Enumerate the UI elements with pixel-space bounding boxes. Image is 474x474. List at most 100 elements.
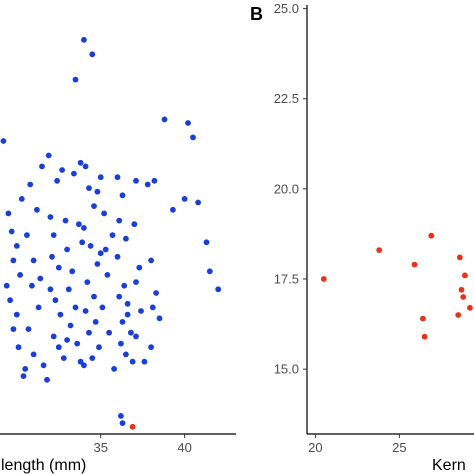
- panel-a-point: [81, 36, 87, 43]
- panel-b-label: B: [250, 4, 263, 24]
- panel-a-point: [119, 192, 126, 199]
- panel-a-point: [118, 413, 124, 419]
- panel-a-x-axis-title: length (mm): [1, 457, 86, 474]
- panel-a-point: [30, 257, 37, 264]
- panel-a-point: [54, 177, 60, 184]
- panel-a-point: [119, 319, 126, 325]
- panel-a-point: [10, 257, 17, 264]
- panel-a-point: [148, 344, 155, 351]
- panel-a-point: [133, 177, 139, 184]
- panel-a-point: [156, 315, 163, 322]
- panel-a-point: [124, 300, 131, 307]
- panel-b-point: [462, 272, 468, 279]
- panel-a-point: [49, 253, 55, 260]
- panel-a-point: [64, 337, 70, 343]
- panel-b-point: [460, 294, 467, 300]
- panel-b-point: [320, 276, 327, 282]
- panel-b-y-tick-label: 17.5: [274, 271, 299, 286]
- panel-a-point: [86, 185, 92, 192]
- panel-a-point: [35, 304, 42, 311]
- panel-a-point: [71, 170, 77, 177]
- panel-a-point: [131, 221, 138, 228]
- panel-a-point: [114, 253, 121, 260]
- panel-a-point: [76, 221, 82, 228]
- panel-a-point: [8, 228, 15, 235]
- panel-a-point: [129, 358, 136, 365]
- panel-a-point: [62, 217, 69, 224]
- panel-a-point: [74, 340, 81, 347]
- panel-a-point: [69, 268, 76, 275]
- panel-a-point: [86, 329, 92, 336]
- panel-b-x-tick-label: 20: [308, 440, 322, 455]
- panel-a-point: [44, 376, 50, 383]
- panel-b-point: [421, 333, 428, 340]
- panel-a-point: [18, 196, 25, 202]
- panel-a-point: [60, 355, 67, 361]
- panel-b-y-tick-label: 25.0: [274, 1, 299, 16]
- panel-a-point: [52, 297, 59, 304]
- panel-b-point: [411, 261, 418, 268]
- panel-a-point: [17, 272, 23, 278]
- panel-a-point: [206, 268, 213, 275]
- panel-a-point: [55, 264, 62, 271]
- panel-a-point: [20, 373, 27, 379]
- panel-a-point: [37, 275, 44, 282]
- panel-a-point: [57, 311, 64, 318]
- panel-b-y-tick-label: 20.0: [274, 181, 299, 196]
- panel-a-point: [79, 239, 86, 246]
- panel-a-point: [87, 243, 94, 249]
- panel-a-point: [170, 206, 176, 213]
- panel-a-x-tick-label: 40: [177, 440, 191, 455]
- panel-a-point: [3, 282, 10, 289]
- panel-a-point: [151, 177, 158, 184]
- panel-a-point: [5, 210, 12, 217]
- panel-a-point: [65, 286, 72, 293]
- panel-a-point: [109, 232, 116, 239]
- panel-a-point: [123, 235, 129, 242]
- panel-a-point: [149, 304, 156, 311]
- panel-a-point: [195, 199, 202, 206]
- panel-b-y-ticks: 15.0 17.5 20.0 22.5 25.0: [274, 1, 307, 377]
- panel-a-point: [82, 308, 89, 314]
- panel-b-point: [420, 315, 426, 322]
- panel-a-point: [141, 358, 148, 365]
- panel-a-point: [7, 297, 13, 304]
- panel-a-point: [181, 196, 188, 202]
- panel-a-point: [67, 322, 74, 329]
- panel-a-point: [190, 134, 196, 141]
- panel-a-point: [119, 420, 126, 426]
- panel-a-point: [47, 286, 54, 293]
- panel-a-point: [215, 286, 222, 293]
- panel-a-points: [0, 36, 222, 430]
- panel-a-point: [153, 290, 160, 296]
- panel-a-x-ticks: 35 40: [93, 434, 192, 455]
- panel-a-point: [129, 423, 136, 430]
- panel-a-point: [96, 344, 102, 351]
- panel-a-point: [39, 163, 45, 170]
- panel-a-point: [89, 51, 96, 58]
- panel-b-x-axis-title: Kern: [432, 457, 466, 474]
- panel-a-point: [25, 326, 32, 332]
- panel-a-point: [116, 293, 123, 300]
- panel-a-point: [15, 344, 22, 351]
- panel-a-point: [22, 366, 29, 372]
- panel-b-point: [458, 286, 465, 293]
- panel-a-point: [118, 340, 124, 347]
- panel-a-point: [133, 279, 139, 285]
- panel-b-x-ticks: 20 25: [308, 434, 407, 455]
- panel-a-point: [27, 181, 34, 188]
- panel-a-point: [136, 264, 143, 271]
- panel-a-point: [121, 282, 128, 289]
- panel-a-point: [47, 214, 54, 220]
- panel-b-x-tick-label: 25: [392, 440, 406, 455]
- panel-a-point: [77, 159, 84, 166]
- panel-a-point: [106, 329, 112, 336]
- panel-a-point: [94, 188, 101, 195]
- panel-a-point: [84, 279, 91, 285]
- panel-a-point: [10, 326, 17, 332]
- panel-a-point: [91, 203, 97, 210]
- panel-a-point: [64, 246, 70, 253]
- panel-a-point: [82, 163, 89, 170]
- panel-b-point: [428, 232, 435, 239]
